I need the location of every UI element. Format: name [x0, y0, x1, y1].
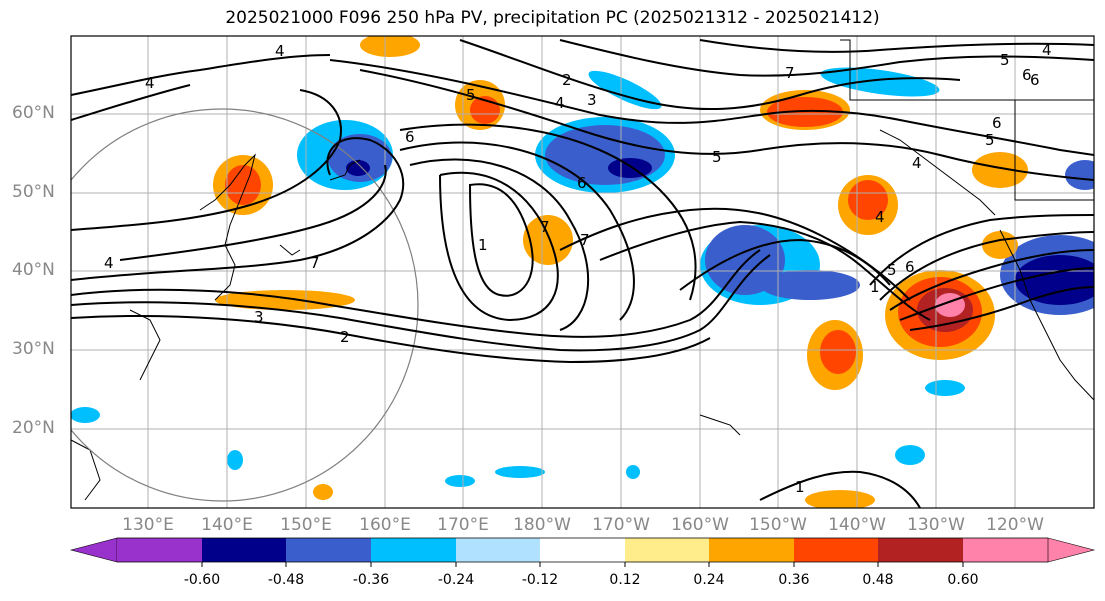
lon-label-150e: 150°E — [280, 515, 332, 535]
lat-label-20n: 20°N — [12, 418, 55, 438]
contour-label: 4 — [555, 94, 565, 112]
colorbar-swatch — [202, 538, 286, 562]
contour-label: 1 — [795, 478, 805, 496]
lon-label-180w: 180°W — [513, 515, 571, 535]
contour-label: 5 — [887, 261, 897, 279]
lon-label-170e: 170°E — [437, 515, 489, 535]
colorbar-tick-label: -0.36 — [352, 572, 390, 588]
colorbar-swatch — [709, 538, 794, 562]
colorbar-swatch — [963, 538, 1048, 562]
colorbar-outline — [117, 537, 1048, 563]
contour-label: 1 — [870, 278, 880, 296]
lon-label-150w: 150°W — [749, 515, 807, 535]
colorbar-swatch — [794, 538, 878, 562]
contour-label: 5 — [466, 86, 476, 104]
contour-label: 4 — [275, 42, 285, 60]
colorbar-swatch — [878, 538, 963, 562]
colorbar-swatch — [371, 538, 456, 562]
colorbar-tick-label: 0.36 — [778, 572, 810, 588]
contour-label: 4 — [1042, 41, 1052, 59]
contour-label: 7 — [540, 218, 550, 236]
colorbar-swatch — [625, 538, 709, 562]
contour-label: 2 — [562, 71, 572, 89]
lat-label-50n: 50°N — [12, 182, 55, 202]
lon-label-170w: 170°W — [592, 515, 650, 535]
colorbar-ticks — [201, 562, 964, 567]
contour-label: 6 — [1030, 71, 1040, 89]
contour-label: 7 — [785, 64, 795, 82]
reference-circle — [71, 108, 419, 502]
colorbar-swatch — [117, 538, 202, 562]
colorbar-tick-label: 0.48 — [862, 572, 894, 588]
contour-label: 6 — [992, 114, 1002, 132]
colorbar-max-extension — [1047, 537, 1096, 563]
colorbar-swatch — [456, 538, 540, 562]
lon-label-130e: 130°E — [122, 515, 174, 535]
contour-label: 6 — [577, 174, 587, 192]
lon-label-120w: 120°W — [986, 515, 1044, 535]
lon-label-130w: 130°W — [907, 515, 965, 535]
plot-title: 2025021000 F096 250 hPa PV, precipitatio… — [225, 8, 880, 28]
contour-label: 4 — [912, 154, 922, 172]
colorbar-tick-label: 0.12 — [609, 572, 641, 588]
plot-frame — [70, 35, 1095, 509]
contour-label: 1 — [478, 236, 488, 254]
contour-label: 5 — [712, 148, 722, 166]
colorbar — [69, 537, 1096, 567]
contour-labels: 4 4 4 4 2 3 4 5 5 6 6 6 7 7 7 6 7 1 5 1 … — [104, 41, 1052, 496]
colorbar-tick-label: 0.24 — [693, 572, 725, 588]
colorbar-tick-label: -0.24 — [437, 572, 475, 588]
contour-label: 6 — [1022, 66, 1032, 84]
contour-label: 2 — [340, 328, 350, 346]
lat-label-60n: 60°N — [12, 103, 55, 123]
contour-label: 4 — [875, 208, 885, 226]
contour-label: 7 — [310, 254, 320, 272]
contour-label: 3 — [254, 308, 264, 326]
contour-label: 4 — [104, 254, 114, 272]
contour-label: 6 — [905, 258, 915, 276]
pv-contours — [71, 39, 1094, 508]
colorbar-swatch — [286, 538, 371, 562]
lat-label-40n: 40°N — [12, 260, 55, 280]
colorbar-tick-label: 0.60 — [947, 572, 979, 588]
colorbar-swatch — [540, 538, 625, 562]
contour-label: 4 — [145, 74, 155, 92]
colorbar-tick-label: -0.60 — [183, 572, 221, 588]
lat-label-30n: 30°N — [12, 339, 55, 359]
lon-label-140w: 140°W — [828, 515, 886, 535]
colorbar-tick-label: -0.48 — [267, 572, 305, 588]
colorbar-tick-label: -0.12 — [521, 572, 559, 588]
contour-label: 3 — [587, 91, 597, 109]
colorbar-min-extension — [69, 537, 118, 563]
lon-label-140e: 140°E — [201, 515, 253, 535]
lon-label-160e: 160°E — [359, 515, 411, 535]
contour-label: 5 — [985, 131, 995, 149]
contour-label: 7 — [580, 231, 590, 249]
contour-label: 5 — [1000, 51, 1010, 69]
contour-label: 6 — [405, 128, 415, 146]
lon-label-160w: 160°W — [671, 515, 729, 535]
